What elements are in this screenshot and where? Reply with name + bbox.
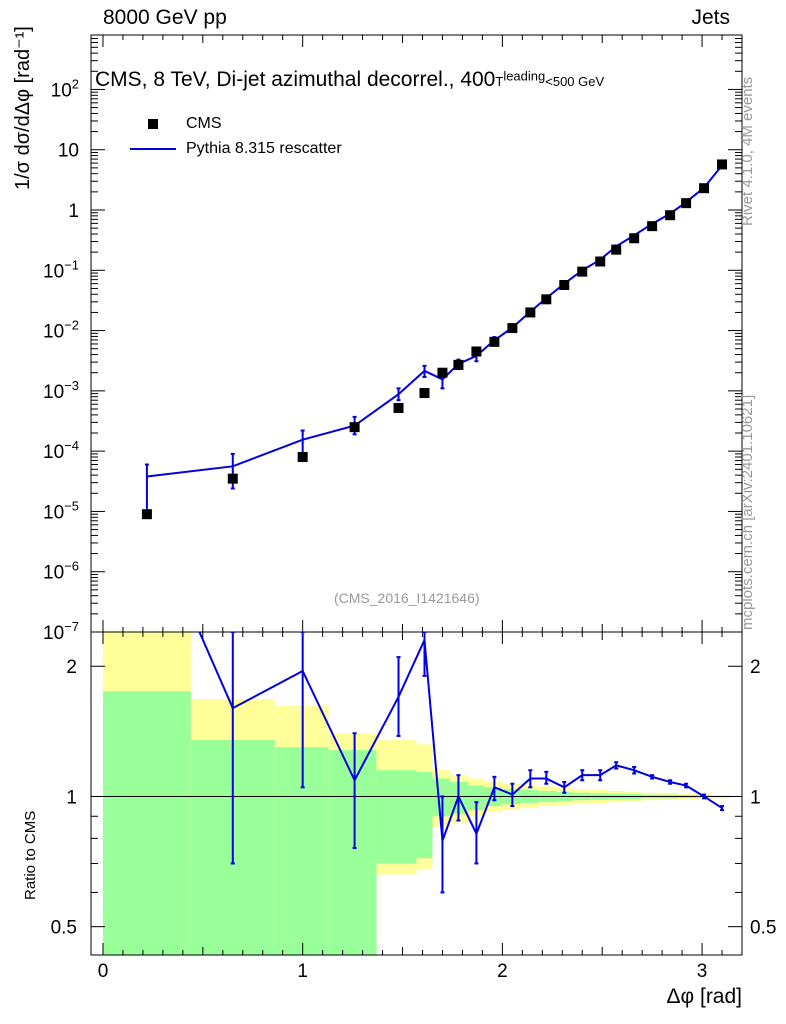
y-tick-label-main: 10−5: [43, 498, 79, 523]
data-point: [419, 388, 430, 399]
ratio-uncertainty-bands: [102, 632, 731, 955]
y-tick-label-main: 10−1: [43, 257, 79, 282]
data-point: [647, 221, 658, 232]
y-tick-label-ratio-right: 2: [750, 657, 761, 678]
data-point: [665, 210, 676, 221]
plot-title: CMS, 8 TeV, Di-jet azimuthal decorrel., …: [95, 68, 605, 91]
process-label: Jets: [691, 6, 730, 29]
y-axis-label-main-text: 1/σ dσ/dΔφ [rad⁻¹]: [12, 26, 34, 190]
y-tick-label-ratio-right: 0.5: [750, 918, 776, 939]
data-point: [437, 367, 448, 378]
mcplots-text: mcplots.cern.ch [arXiv:2401.10621]: [739, 394, 756, 630]
data-point: [559, 280, 570, 291]
legend-data-label: CMS: [186, 115, 222, 132]
y-tick-label-main: 10−4: [43, 438, 79, 463]
band-inner-bin: [328, 750, 377, 955]
legend-data-marker: [148, 119, 158, 129]
y-tick-label-main: 102: [51, 76, 79, 101]
data-point: [453, 359, 464, 370]
data-point: [471, 346, 482, 357]
ratio-plot-frame: 0 1 2 3 0.5 0.5 1 1 2 2: [51, 631, 776, 982]
data-point: [595, 256, 606, 267]
data-point: [489, 336, 500, 347]
analysis-reference: (CMS_2016_I1421646): [334, 590, 480, 606]
x-tick-label: 3: [697, 961, 708, 982]
data-point: [699, 183, 710, 194]
data-point: [393, 402, 404, 413]
data-point: [681, 198, 692, 209]
data-point: [227, 473, 238, 484]
y-tick-label-ratio: 2: [66, 657, 77, 678]
y-tick-label-main: 1: [68, 201, 79, 222]
mc-line: [146, 164, 723, 478]
x-tick-label: 0: [98, 961, 109, 982]
legend-marks: [130, 119, 176, 150]
data-point: [629, 233, 640, 244]
y-tick-label-ratio: 1: [66, 787, 77, 808]
beam-label: 8000 GeV pp: [103, 6, 227, 29]
band-inner-bin: [102, 691, 191, 955]
data-point: [297, 451, 308, 462]
y-tick-label-ratio-right: 1: [750, 787, 761, 808]
x-tick-label: 2: [497, 961, 508, 982]
legend-mc-label: Pythia 8.315 rescatter: [186, 140, 342, 157]
x-tick-label: 1: [297, 961, 308, 982]
x-axis-label: Δφ [rad]: [666, 985, 743, 1008]
ratio-series: [198, 632, 725, 894]
y-tick-label-main: 10−2: [43, 318, 79, 343]
data-point: [507, 323, 518, 334]
ratio-plot-border: [90, 631, 743, 956]
data-point: [141, 509, 152, 520]
main-series: [141, 159, 728, 520]
band-inner-bin: [416, 771, 433, 859]
y-tick-label-main: 10−3: [43, 378, 79, 403]
y-tick-label-main: 10−6: [43, 559, 79, 584]
data-point: [525, 307, 536, 318]
data-point: [349, 422, 360, 433]
y-tick-label-main: 10: [58, 141, 79, 162]
y-tick-label-ratio: 0.5: [51, 918, 77, 939]
y-axis-label-ratio-text: Ratio to CMS: [22, 810, 39, 900]
data-point: [541, 294, 552, 305]
band-inner-bin: [468, 785, 485, 811]
data-point: [717, 159, 728, 170]
y-tick-label-main: 10−7: [43, 619, 79, 644]
main-plot-frame: 10−7 10−6 10−5 10−4 10−3 10−2 10−1 1 10 102: [43, 34, 743, 644]
rivet-version-text: Rivet 4.1.0, 4M events: [739, 76, 756, 226]
band-inner-bin: [376, 770, 417, 864]
data-point: [577, 266, 588, 277]
data-point: [611, 244, 622, 255]
